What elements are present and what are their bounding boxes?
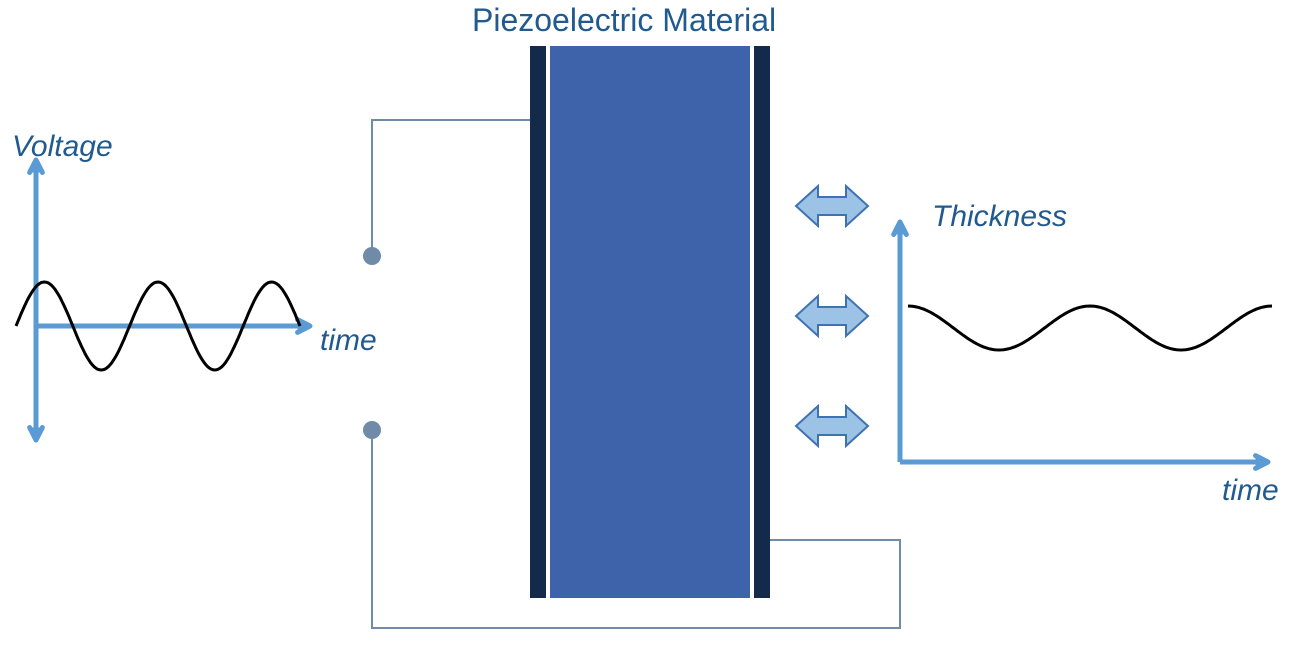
diagram-title: Piezoelectric Material (472, 2, 776, 39)
thickness-vs-time-chart (0, 0, 1296, 658)
thickness-axis-label: Thickness (932, 200, 1067, 234)
thickness-time-axis-label: time (1222, 474, 1279, 508)
voltage-axis-label: Voltage (12, 130, 113, 164)
thickness-sine-wave (908, 306, 1272, 350)
voltage-time-axis-label: time (320, 324, 377, 358)
